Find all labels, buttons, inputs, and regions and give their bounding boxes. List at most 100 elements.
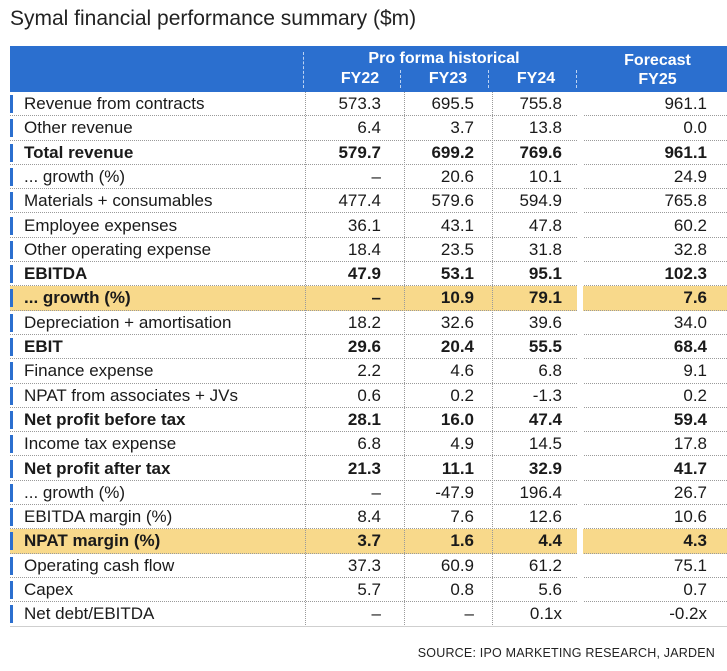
row-accent-bar [10,459,13,478]
cell-fy22: 6.4 [357,118,381,138]
table-row: Income tax expense 6.8 4.9 14.5 17.8 [10,432,727,457]
row-label: Other revenue [24,118,133,138]
table-row: Finance expense 2.2 4.6 6.8 9.1 [10,359,727,384]
row-accent-bar [10,362,13,381]
column-header-fy23: FY23 [428,70,468,87]
cell-fy22: 29.6 [347,337,381,356]
cell-fy24: 755.8 [519,94,562,113]
row-label: NPAT margin (%) [24,531,161,551]
row-label: Employee expenses [24,215,178,235]
row-divider [10,309,727,311]
table-row: EBITDA margin (%) 8.4 7.6 12.6 10.6 [10,505,727,530]
cell-fy25: 10.6 [673,507,707,527]
cell-fy25: 7.6 [683,288,707,308]
row-label: Capex [24,580,74,599]
cell-fy23: 32.6 [440,312,474,332]
cell-fy24: 13.8 [528,118,562,138]
row-label: Total revenue [24,142,134,162]
table-bottom-rule [10,626,727,627]
row-label: Depreciation + amortisation [24,312,232,332]
row-accent-bar [10,265,13,284]
row-divider [10,576,727,578]
cell-fy23: 3.7 [450,118,474,138]
cell-fy22: 37.3 [347,555,381,575]
cell-fy25: 0.2 [683,385,707,405]
row-divider [10,479,727,481]
cell-fy24: 14.5 [528,434,562,454]
table-row: Revenue from contracts 573.3 695.5 755.8 961… [10,92,727,117]
forecast-label: Forecast [624,52,691,69]
header-group-historical: Pro forma historical [368,50,520,67]
cell-fy25: 34.0 [673,312,707,332]
cell-fy24: -1.3 [532,385,562,405]
cell-fy22: 573.3 [338,94,381,113]
row-divider [10,139,727,141]
row-accent-bar [10,119,13,138]
header-divider [488,70,489,88]
table-row: Depreciation + amortisation 18.2 32.6 39.6 3… [10,311,727,335]
cell-fy23: 1.6 [450,531,474,551]
row-divider [10,163,727,165]
cell-fy22: 5.7 [357,580,381,599]
row-accent-bar [10,508,13,527]
cell-fy23: 53.1 [440,264,474,284]
cell-fy23: 11.1 [441,458,474,478]
cell-fy22: 36.1 [347,215,381,235]
cell-fy22: 28.1 [347,409,381,429]
row-divider [10,528,727,530]
row-divider [10,333,727,335]
cell-fy22: 8.4 [357,507,381,527]
cell-fy25: 4.3 [683,531,707,551]
cell-fy22: – [371,166,381,186]
cell-fy24: 10.1 [528,166,562,186]
row-label: EBITDA margin (%) [24,507,173,527]
table-row: ... growth (%) – -47.9 196.4 26.7 [10,481,727,506]
cell-fy25: 59.4 [673,409,707,429]
row-label: Net profit after tax [24,458,171,478]
cell-fy22: 6.8 [357,434,381,454]
cell-fy25: 102.3 [664,264,707,284]
table-row: Other operating expense 18.4 23.5 31.8 32.8 [10,238,727,263]
cell-fy23: 20.6 [440,166,474,186]
row-label: Income tax expense [24,434,177,454]
row-accent-bar [10,289,13,308]
cell-fy25: 765.8 [664,191,707,211]
cell-fy23: 0.2 [450,385,474,405]
cell-fy23: 4.6 [450,361,474,381]
cell-fy22: 0.6 [357,385,381,405]
row-divider [10,212,727,214]
row-accent-bar [10,167,13,186]
table-row: Capex 5.7 0.8 5.6 0.7 [10,578,727,603]
cell-fy23: – [464,604,474,624]
cell-fy23: 20.4 [440,337,474,356]
cell-fy25: 41.7 [673,458,707,478]
cell-fy24: 47.8 [528,215,562,235]
row-accent-bar [10,216,13,235]
row-label: NPAT from associates + JVs [24,385,238,405]
row-label: EBITDA [24,264,88,284]
cell-fy23: 0.8 [450,580,474,599]
row-accent-bar [10,605,13,624]
row-divider [10,406,727,408]
cell-fy24: 6.8 [538,361,562,381]
cell-fy23: 579.6 [431,191,474,211]
header-divider [303,52,304,88]
cell-fy25: 32.8 [673,239,707,259]
cell-fy22: – [371,288,381,308]
table-row: EBITDA 47.9 53.1 95.1 102.3 [10,262,727,287]
row-divider [10,601,727,603]
cell-fy25: -0.2x [669,604,707,624]
row-label: Other operating expense [24,239,212,259]
cell-fy24: 55.5 [528,337,562,356]
cell-fy22: – [371,604,381,624]
column-header-fy24: FY24 [516,70,556,87]
chart-title: Symal financial performance summary ($m) [10,7,417,30]
row-label: Finance expense [24,361,154,381]
row-accent-bar [10,483,13,502]
row-accent-bar [10,581,13,599]
row-label: Materials + consumables [24,191,213,211]
column-divider [305,92,306,625]
cell-fy24: 0.1x [529,604,562,624]
row-accent-bar [10,435,13,454]
cell-fy24: 39.6 [528,312,562,332]
